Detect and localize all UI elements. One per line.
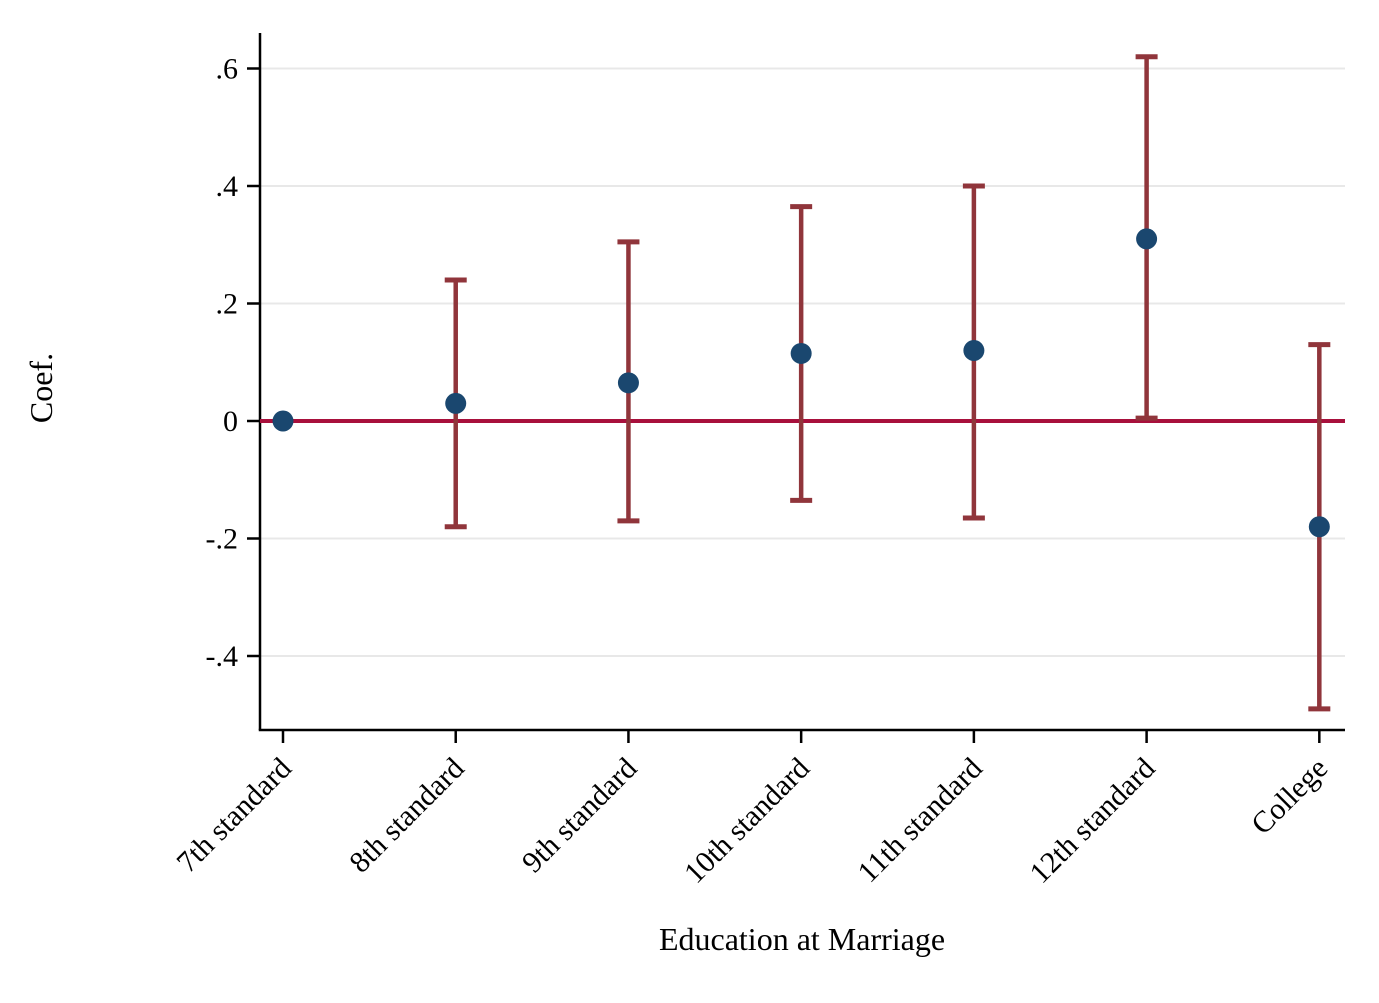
- confidence-interval-bars: [444, 54, 1331, 712]
- x-tick-label: 10th standard: [678, 752, 816, 890]
- coef-marker: [1308, 516, 1330, 538]
- x-tick-label: 11th standard: [851, 752, 988, 889]
- y-tick-label: .4: [216, 170, 239, 203]
- y-tick-label: .6: [216, 53, 239, 86]
- y-tick-label: .2: [216, 288, 239, 321]
- x-tick-label: 12th standard: [1023, 752, 1161, 890]
- y-axis-title: Coef.: [23, 353, 59, 423]
- y-tick-label: 0: [223, 405, 238, 438]
- coef-marker: [963, 340, 985, 361]
- x-tick-label: 7th standard: [170, 752, 298, 880]
- x-axis-title: Education at Marriage: [659, 921, 945, 957]
- coef-marker: [272, 410, 294, 432]
- y-axis-ticks: .6 .4 .2 0 -.2 -.4: [206, 53, 260, 673]
- x-tick-label: College: [1245, 752, 1334, 841]
- x-tick-label: 8th standard: [343, 752, 471, 880]
- coef-marker: [617, 372, 639, 394]
- y-tick-label: -.4: [206, 640, 239, 673]
- y-tick-label: -.2: [206, 523, 239, 556]
- coef-marker: [1136, 228, 1158, 250]
- x-tick-label: 9th standard: [516, 752, 644, 880]
- coef-marker: [445, 392, 467, 414]
- x-axis-ticks: 7th standard 8th standard 9th standard 10th…: [170, 730, 1334, 890]
- coefficient-markers: [272, 228, 1330, 538]
- coef-marker: [790, 342, 812, 364]
